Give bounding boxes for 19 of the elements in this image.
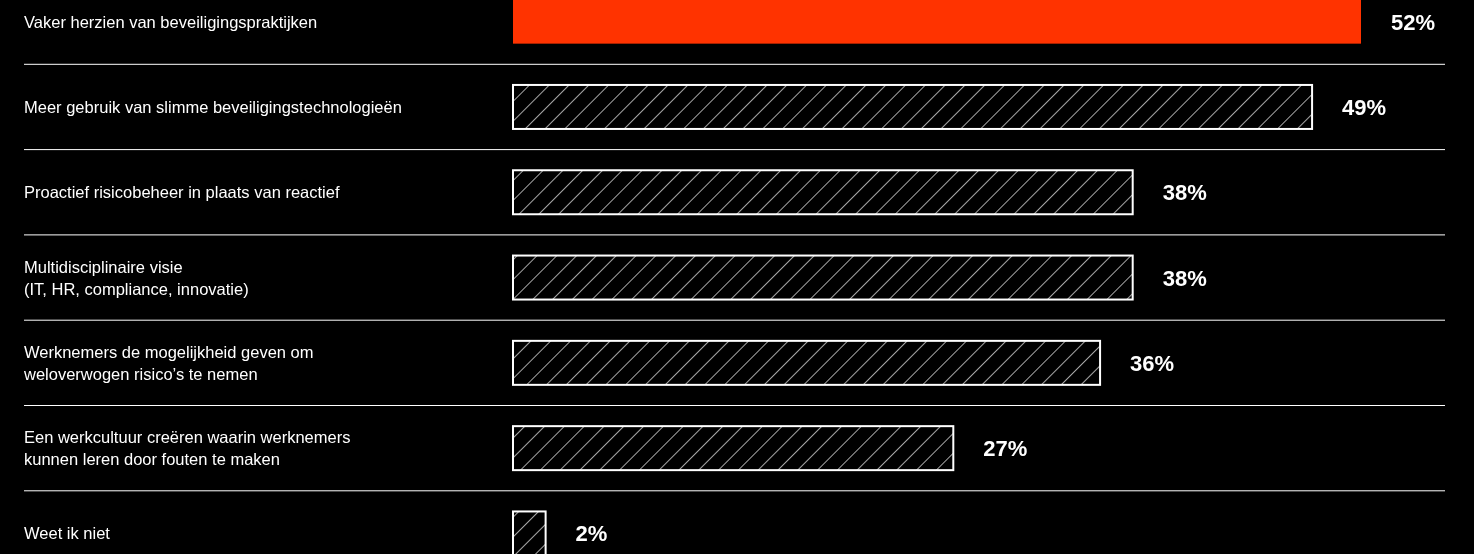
bar	[512, 425, 955, 472]
y-tick-label: Werknemers de mogelijkheid geven om weloverwogen risico’s te nemen	[23, 342, 314, 383]
y-tick-label: Multidisciplinaire visie (IT, HR, compliance, innovatie)	[24, 257, 249, 298]
data-label: 27%	[983, 436, 1028, 462]
data-label: 2%	[575, 521, 608, 547]
data-label: 36%	[1130, 350, 1175, 376]
data-label: 52%	[1391, 9, 1436, 35]
data-label: 38%	[1162, 180, 1207, 206]
y-tick-label: Meer gebruik van slimme beveiligingstechnologieën	[24, 97, 402, 116]
data-label: 49%	[1342, 94, 1387, 120]
bar	[512, 339, 1102, 386]
y-tick-label: Weet ik niet	[24, 524, 111, 543]
y-tick-label: Proactief risicobeheer in plaats van reactief	[24, 183, 340, 202]
bar	[512, 169, 1134, 216]
y-tick-label: Vaker herzien van beveiligingspraktijken	[24, 12, 318, 31]
bar	[512, 83, 1314, 130]
bar	[512, 254, 1134, 301]
data-label: 38%	[1162, 265, 1207, 291]
y-tick-label: Een werkcultuur creëren waarin werknemers kunnen leren door fouten te maken	[24, 428, 351, 469]
